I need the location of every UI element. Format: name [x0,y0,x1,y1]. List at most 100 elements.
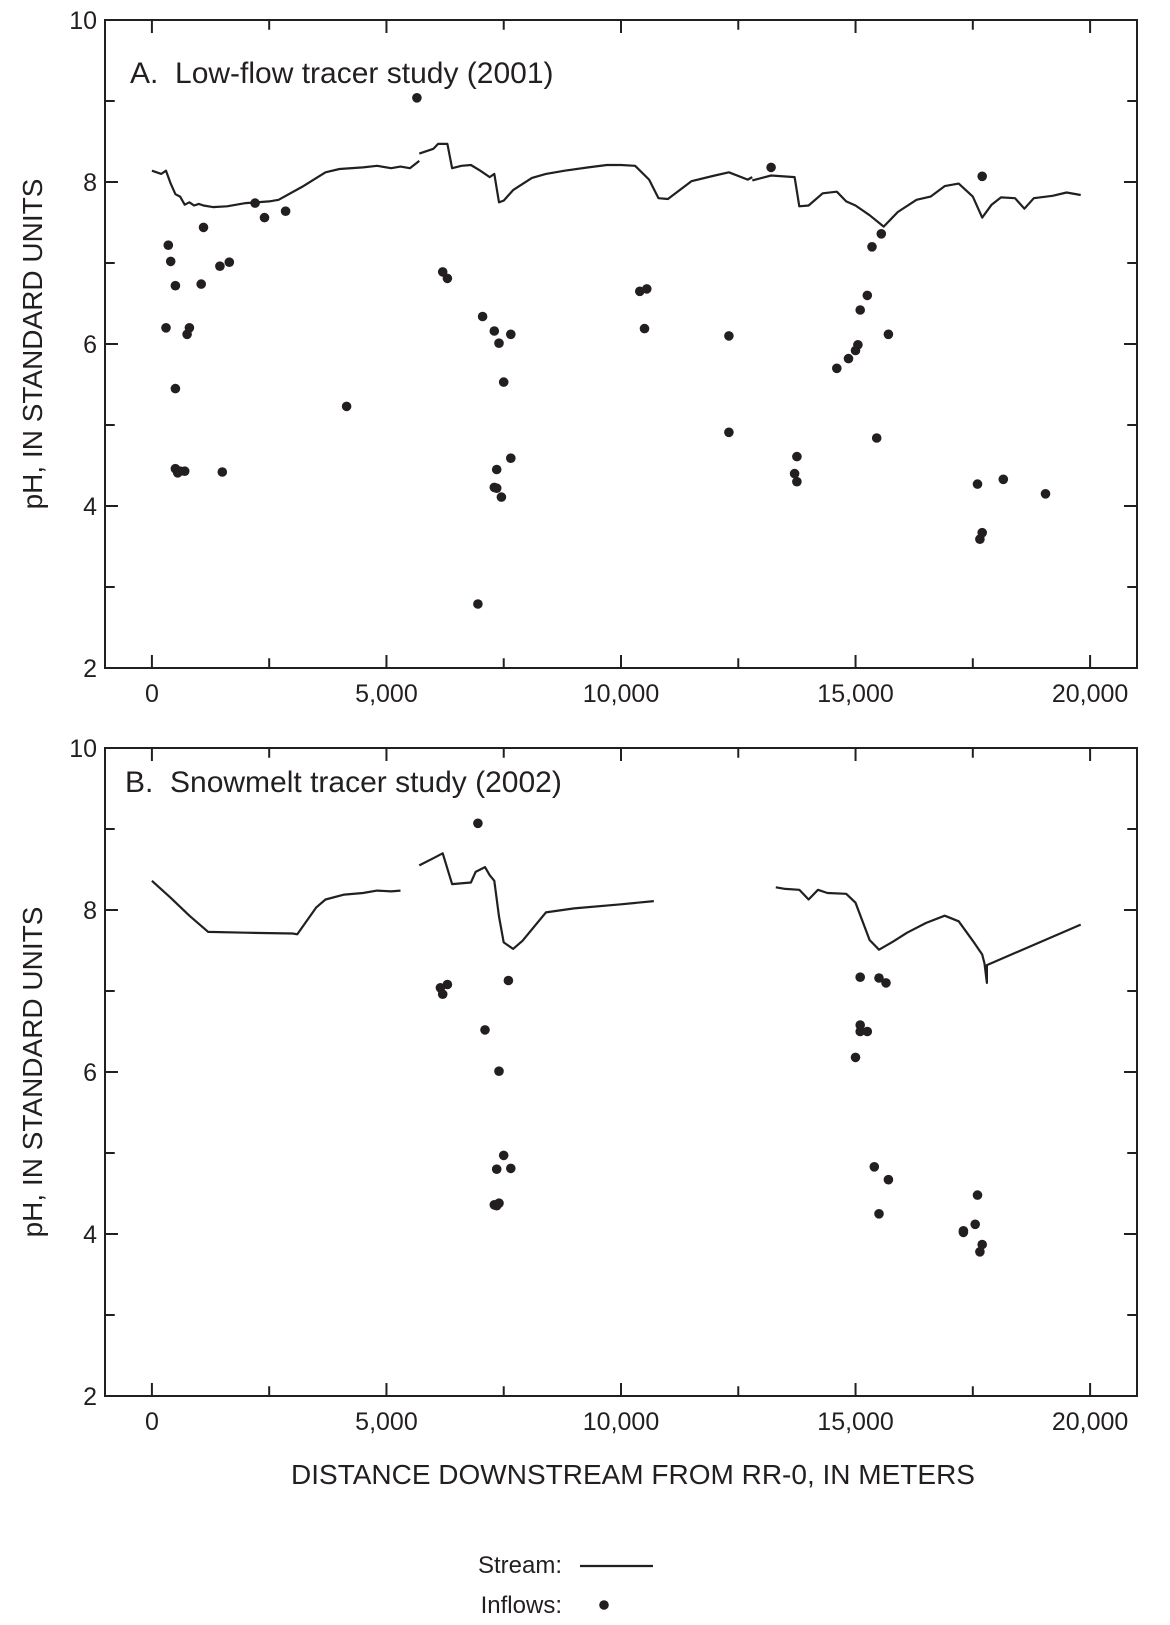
panel-b: 2 4 6 8 10 0 5,000 10,000 15,000 20,000 B. Snowm… [17,735,1138,1436]
inflow-point [792,476,802,487]
legend-inflows-label: Inflows: [481,1592,562,1619]
inflow-point [871,433,882,443]
inflow-point [883,329,894,340]
inflow-point [442,273,453,284]
inflow-point [184,323,195,333]
x-tick-label: 5,000 [355,1408,418,1436]
panel-b-stream-line [151,852,1082,985]
y-tick-label: 4 [83,1221,97,1249]
inflow-point [867,242,877,252]
inflow-point [489,326,500,336]
inflow-point [853,340,863,350]
panel-a-inflow-points [161,93,1051,609]
stream-line-segment [151,879,401,936]
inflow-point [724,331,734,341]
inflow-point [958,1227,969,1238]
inflow-point [496,492,507,502]
inflow-point [639,323,650,334]
y-tick-label: 10 [69,7,97,35]
stream-line-segment [775,886,1082,985]
inflow-point [250,198,260,208]
panel-a-x-tick-labels: 0 5,000 10,000 15,000 20,000 [145,680,1128,708]
panel-a-y-tick-labels: 2 4 6 8 10 [69,7,97,683]
inflow-point [491,1164,502,1174]
inflow-point [498,1150,509,1161]
inflow-point [766,162,776,173]
inflow-point [506,329,516,340]
inflow-point [163,240,174,250]
legend-stream-label: Stream: [478,1552,562,1579]
inflow-point [473,599,483,609]
inflow-point [977,527,987,538]
y-tick-label: 8 [83,169,97,197]
inflow-point [855,1020,865,1030]
panel-a-ticks [105,19,1137,669]
panel-a-stream-line [151,142,1081,228]
x-axis-title: DISTANCE DOWNSTREAM FROM RR-0, IN METERS [291,1459,975,1490]
stream-line-segment [752,174,1081,228]
inflow-point [215,261,225,272]
inflow-point [977,1239,987,1250]
inflow-point [881,978,891,988]
x-tick-label: 20,000 [1052,1408,1128,1436]
inflow-point [975,1247,985,1257]
inflow-point [970,1219,980,1230]
inflow-point [477,311,488,322]
stream-line-segment [151,160,420,209]
y-tick-label: 10 [69,735,97,763]
panel-a: 2 4 6 8 10 0 5,000 10,000 15,000 20,000 A. Low-f… [17,7,1138,708]
inflow-point [179,466,190,477]
inflow-point [1040,489,1051,499]
x-tick-label: 10,000 [583,680,659,708]
inflow-point [506,1163,516,1174]
inflow-point [161,323,171,333]
inflow-point [196,279,206,289]
panel-b-inflow-points [435,818,987,1257]
legend-inflows-swatch [599,1600,609,1610]
inflow-point [217,467,228,477]
stream-line-segment [418,852,654,951]
panel-b-y-axis-title: pH, IN STANDARD UNITS [17,907,48,1238]
y-tick-label: 4 [83,493,97,521]
x-tick-label: 0 [145,680,159,708]
inflow-point [503,975,514,986]
x-tick-label: 20,000 [1052,680,1128,708]
inflow-point [869,1162,880,1172]
inflow-point [494,1198,504,1208]
inflow-point [977,171,987,182]
inflow-point [998,474,1009,485]
inflow-point [850,1052,861,1063]
inflow-point [224,257,235,268]
inflow-point [843,353,854,364]
inflow-point [494,338,504,349]
inflow-point [855,972,865,982]
inflow-point [792,451,802,462]
inflow-point [473,818,483,829]
inflow-point [862,1026,873,1037]
inflow-point [170,280,181,291]
panel-a-plot-frame [104,19,1138,669]
stream-line-segment [418,142,753,204]
inflow-point [170,383,181,394]
panel-b-title: B. Snowmelt tracer study (2002) [125,766,562,799]
inflow-point [874,1209,884,1219]
y-tick-label: 2 [83,1383,97,1411]
y-tick-label: 6 [83,1059,97,1087]
x-tick-label: 5,000 [355,680,418,708]
x-tick-label: 15,000 [817,680,893,708]
inflow-point [506,453,516,464]
inflow-point [972,1190,983,1200]
inflow-point [642,284,652,294]
inflow-point [724,427,734,438]
panel-b-ticks [105,747,1137,1397]
inflow-point [855,305,865,315]
inflow-point [494,1066,504,1076]
inflow-point [259,212,270,223]
inflow-point [883,1174,894,1185]
x-tick-label: 10,000 [583,1408,659,1436]
inflow-point [480,1025,490,1035]
legend: Stream: Inflows: [478,1552,653,1619]
y-tick-label: 6 [83,331,97,359]
inflow-point [491,464,502,475]
